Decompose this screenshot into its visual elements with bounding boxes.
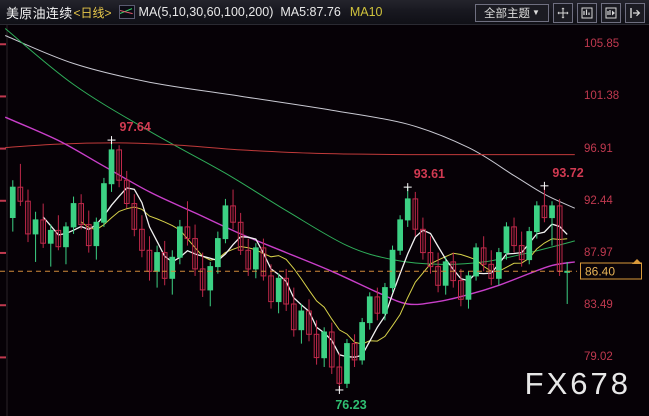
theme-select-dropdown[interactable]: 全部主题 ▼: [475, 4, 549, 22]
move-crosshair-icon: [557, 7, 569, 19]
price-tick-label: 79.02: [584, 351, 613, 364]
price-tick-label: 83.49: [584, 299, 613, 312]
candlestick-plot-area[interactable]: [0, 25, 577, 416]
chart-toolbar: 全部主题 ▼: [475, 3, 645, 23]
ma-lines-icon: [118, 5, 135, 19]
price-tick-label: 96.91: [584, 142, 613, 155]
exit-arrow-icon: [630, 8, 641, 18]
theme-select-label: 全部主题: [484, 8, 531, 20]
symbol-title-group: 美原油连续 <日线> MA(5,10,30,60,100,200) MA5:87…: [0, 3, 383, 22]
price-tick-label: 101.38: [584, 90, 620, 103]
symbol-name: 美原油连续: [6, 5, 73, 21]
watermark-logo: FX678: [524, 366, 631, 401]
swing-high-label-1: 97.64: [119, 120, 151, 135]
ma5-value-label: MA5:87.76: [280, 5, 341, 19]
price-tick-label: 105.85: [584, 38, 620, 51]
move-tool-button[interactable]: [553, 3, 573, 23]
swing-low-label: 76.23: [335, 397, 367, 412]
price-tick-label: 92.44: [584, 194, 613, 207]
price-axis[interactable]: 105.85 101.38 96.91 92.44 87.97 83.49 79.02 86.…: [577, 25, 649, 416]
swing-high-label-3: 93.72: [552, 165, 584, 180]
last-price-badge[interactable]: 86.40: [580, 262, 642, 280]
chart-header-bar: 美原油连续 <日线> MA(5,10,30,60,100,200) MA5:87…: [0, 0, 649, 25]
candlestick-svg: [0, 25, 577, 416]
chart-play-icon: [605, 7, 617, 19]
price-tick-label: 87.97: [584, 246, 613, 259]
last-price-caret-icon: [632, 259, 642, 265]
chart-box-icon: [581, 7, 593, 19]
chevron-down-icon: ▼: [532, 8, 540, 17]
ma10-label: MA10: [349, 5, 383, 19]
swing-high-label-2: 93.61: [413, 167, 445, 182]
ma-params-label: MA(5,10,30,60,100,200): [138, 5, 274, 19]
advance-chart-button[interactable]: [601, 3, 621, 23]
chart-frame-button[interactable]: [577, 3, 597, 23]
exit-button[interactable]: [625, 3, 645, 23]
period-label: <日线>: [73, 5, 112, 20]
